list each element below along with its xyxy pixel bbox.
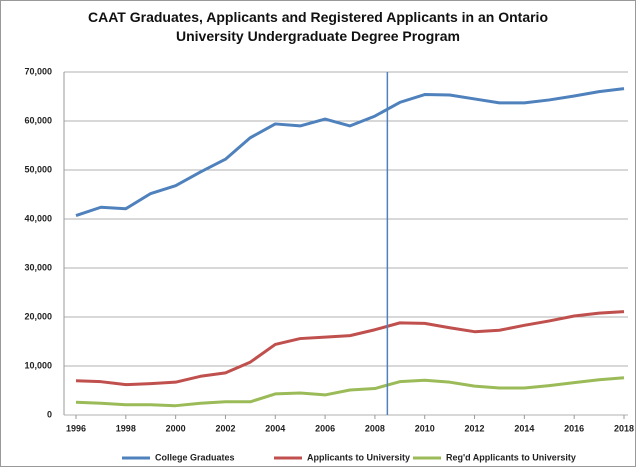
x-tick-label: 2006 (315, 423, 335, 433)
legend-label: Reg'd Applicants to University (446, 452, 576, 462)
series-line (75, 87, 625, 217)
series-line (75, 376, 625, 408)
y-tick-label: 40,000 (24, 213, 52, 223)
y-tick-label: 10,000 (24, 360, 52, 370)
y-tick-label: 30,000 (24, 262, 52, 272)
legend-label: College Graduates (155, 452, 235, 462)
y-tick-label: 20,000 (24, 311, 52, 321)
x-tick-label: 2014 (514, 423, 534, 433)
x-tick-label: 2016 (564, 423, 584, 433)
x-tick-label: 2018 (614, 423, 634, 433)
x-tick-label: 2004 (265, 423, 285, 433)
y-tick-label: 0 (47, 409, 52, 419)
x-tick-label: 2002 (215, 423, 235, 433)
legend-label: Applicants to University (307, 452, 410, 462)
x-tick-label: 2012 (465, 423, 485, 433)
y-tick-label: 50,000 (24, 164, 52, 174)
x-tick-label: 2008 (365, 423, 385, 433)
x-tick-label: 1998 (116, 423, 136, 433)
series-line (75, 310, 625, 387)
x-tick-label: 1996 (66, 423, 86, 433)
y-tick-label: 60,000 (24, 115, 52, 125)
y-tick-label: 70,000 (24, 66, 52, 76)
x-tick-label: 2010 (415, 423, 435, 433)
chart-title: CAAT Graduates, Applicants and Registere… (88, 9, 548, 44)
x-tick-label: 2000 (166, 423, 186, 433)
